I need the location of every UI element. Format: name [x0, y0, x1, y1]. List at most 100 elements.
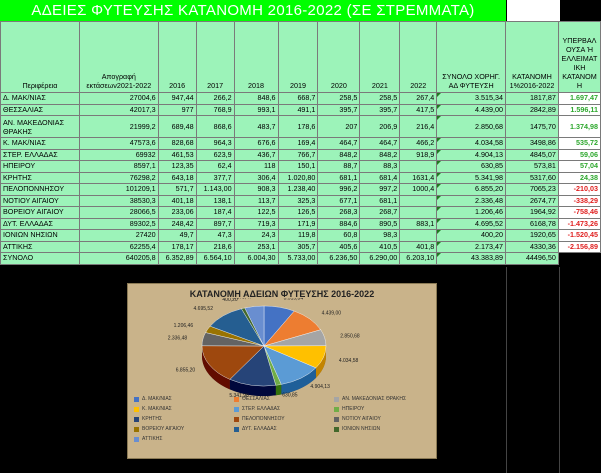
- pie-chart[interactable]: ΚΑΤΑΝΟΜΗ ΑΔΕΙΩΝ ΦΥΤΕΥΣΗΣ 2016-2022 3.515…: [127, 283, 437, 459]
- cell-y2020[interactable]: 395,7: [317, 103, 361, 116]
- cell-census[interactable]: 69932: [78, 148, 159, 161]
- cell-y2018[interactable]: 908,3: [233, 183, 279, 196]
- cell-y2022[interactable]: [399, 194, 438, 207]
- cell-y2017[interactable]: 768,9: [195, 103, 235, 116]
- header-total[interactable]: ΣΥΝΟΛΟ ΧΟΡΗΓ. ΑΔ ΦΥΤΕΥΣΗ: [436, 21, 506, 93]
- cell-total[interactable]: 4.034,58: [436, 137, 506, 150]
- cell-diff[interactable]: [557, 252, 601, 265]
- cell-allocation[interactable]: 2842,89: [505, 103, 559, 116]
- cell-y2020[interactable]: 996,2: [317, 183, 361, 196]
- cell-y2016[interactable]: 401,18: [157, 194, 197, 207]
- cell-y2018[interactable]: 848,6: [233, 92, 279, 105]
- header-2016[interactable]: 2016: [157, 21, 197, 93]
- cell-total[interactable]: 43.383,89: [436, 252, 506, 265]
- cell-y2016[interactable]: 947,44: [157, 92, 197, 105]
- cell-census[interactable]: 42017,3: [78, 103, 159, 116]
- cell-y2022[interactable]: 216,4: [399, 115, 438, 138]
- header-census[interactable]: Απογραφή εκτάσεων2021-2022: [78, 21, 159, 93]
- cell-total[interactable]: 5.341,98: [436, 171, 506, 184]
- cell-diff[interactable]: 59,06: [557, 148, 601, 161]
- cell-diff[interactable]: -2.156,89: [557, 240, 601, 253]
- cell-allocation[interactable]: 3498,86: [505, 137, 559, 150]
- cell-y2019[interactable]: 171,9: [277, 217, 319, 230]
- cell-diff[interactable]: 1.596,11: [557, 103, 601, 116]
- cell-diff[interactable]: 1.697,47: [557, 92, 601, 105]
- cell-y2021[interactable]: 410,5: [359, 240, 401, 253]
- cell-region[interactable]: ΣΥΝΟΛΟ: [0, 252, 80, 265]
- cell-y2018[interactable]: 6.004,30: [233, 252, 279, 265]
- cell-y2019[interactable]: 150,1: [277, 160, 319, 173]
- cell-y2022[interactable]: 1000,4: [399, 183, 438, 196]
- cell-y2016[interactable]: 6.352,89: [157, 252, 197, 265]
- cell-y2018[interactable]: 122,5: [233, 206, 279, 219]
- cell-y2022[interactable]: 401,8: [399, 240, 438, 253]
- cell-census[interactable]: 47573,6: [78, 137, 159, 150]
- legend-item[interactable]: ΙΟΝΙΩΝ ΝΗΣΙΩΝ: [334, 426, 380, 432]
- cell-total[interactable]: 2.850,68: [436, 115, 506, 138]
- cell-region[interactable]: ΚΡΗΤΗΣ: [0, 171, 80, 184]
- cell-y2017[interactable]: 897,7: [195, 217, 235, 230]
- header-region[interactable]: Περιφέρεια: [0, 21, 80, 93]
- cell-y2018[interactable]: 118: [233, 160, 279, 173]
- cell-region[interactable]: Δ. ΜΑΚ/ΝΙΑΣ: [0, 92, 80, 105]
- cell-y2019[interactable]: 1.020,80: [277, 171, 319, 184]
- cell-y2019[interactable]: 178,6: [277, 115, 319, 138]
- cell-region[interactable]: ΘΕΣΣΑΛΙΑΣ: [0, 103, 80, 116]
- cell-diff[interactable]: -210,03: [557, 183, 601, 196]
- cell-y2020[interactable]: 681,1: [317, 171, 361, 184]
- cell-y2020[interactable]: 848,2: [317, 148, 361, 161]
- cell-y2017[interactable]: 138,1: [195, 194, 235, 207]
- cell-census[interactable]: 38530,3: [78, 194, 159, 207]
- cell-y2021[interactable]: 997,2: [359, 183, 401, 196]
- cell-total[interactable]: 2.336,48: [436, 194, 506, 207]
- header-diff[interactable]: ΥΠΕΡΒΑΛ ΟΥΣΑ Ή ΕΛΛΕΙΜΑΤ ΙΚΗ ΚΑΤΑΝΟΜ Η: [557, 21, 601, 93]
- cell-y2017[interactable]: 377,7: [195, 171, 235, 184]
- cell-diff[interactable]: 535,72: [557, 137, 601, 150]
- cell-y2017[interactable]: 1.143,00: [195, 183, 235, 196]
- cell-y2018[interactable]: 24,3: [233, 229, 279, 242]
- cell-y2017[interactable]: 623,9: [195, 148, 235, 161]
- cell-y2021[interactable]: 848,2: [359, 148, 401, 161]
- cell-y2016[interactable]: 571,7: [157, 183, 197, 196]
- cell-allocation[interactable]: 6168,78: [505, 217, 559, 230]
- cell-total[interactable]: 3.515,34: [436, 92, 506, 105]
- pie-slice[interactable]: [201, 345, 265, 380]
- cell-total[interactable]: 4.904,13: [436, 148, 506, 161]
- cell-allocation[interactable]: 4845,07: [505, 148, 559, 161]
- cell-region[interactable]: ΔΥΤ. ΕΛΛΑΔΑΣ: [0, 217, 80, 230]
- cell-total[interactable]: 630,85: [436, 160, 506, 173]
- cell-y2017[interactable]: 62,4: [195, 160, 235, 173]
- cell-y2016[interactable]: 643,18: [157, 171, 197, 184]
- cell-region[interactable]: ΠΕΛΟΠΟΝΝΗΣΟΥ: [0, 183, 80, 196]
- cell-y2020[interactable]: 258,5: [317, 92, 361, 105]
- cell-y2018[interactable]: 253,1: [233, 240, 279, 253]
- cell-region[interactable]: ΝΟΤΙΟΥ ΑΙΓΑΙΟΥ: [0, 194, 80, 207]
- cell-y2017[interactable]: 6.564,10: [195, 252, 235, 265]
- cell-y2017[interactable]: 218,6: [195, 240, 235, 253]
- cell-census[interactable]: 28066,5: [78, 206, 159, 219]
- cell-y2021[interactable]: 395,7: [359, 103, 401, 116]
- cell-y2022[interactable]: [399, 206, 438, 219]
- cell-allocation[interactable]: 44496,50: [505, 252, 559, 265]
- cell-diff[interactable]: -338,29: [557, 194, 601, 207]
- cell-y2016[interactable]: 461,53: [157, 148, 197, 161]
- cell-y2016[interactable]: 689,48: [157, 115, 197, 138]
- legend-item[interactable]: ΗΠΕΙΡΟΥ: [334, 406, 364, 412]
- legend-item[interactable]: ΘΕΣΣΑΛΙΑΣ: [234, 396, 270, 402]
- cell-y2019[interactable]: 169,4: [277, 137, 319, 150]
- cell-y2016[interactable]: 248,42: [157, 217, 197, 230]
- cell-y2022[interactable]: 267,4: [399, 92, 438, 105]
- cell-allocation[interactable]: 573,81: [505, 160, 559, 173]
- cell-y2018[interactable]: 719,3: [233, 217, 279, 230]
- cell-census[interactable]: 640205,8: [78, 252, 159, 265]
- cell-diff[interactable]: 1.374,98: [557, 115, 601, 138]
- cell-y2020[interactable]: 88,7: [317, 160, 361, 173]
- cell-total[interactable]: 6.855,20: [436, 183, 506, 196]
- cell-allocation[interactable]: 2674,77: [505, 194, 559, 207]
- legend-item[interactable]: ΑΝ. ΜΑΚΕΔΟΝΙΑΣ ΘΡΑΚΗΣ: [334, 396, 406, 402]
- cell-y2017[interactable]: 266,2: [195, 92, 235, 105]
- cell-y2019[interactable]: 119,8: [277, 229, 319, 242]
- cell-allocation[interactable]: 5317,60: [505, 171, 559, 184]
- cell-diff[interactable]: -758,46: [557, 206, 601, 219]
- cell-census[interactable]: 101209,1: [78, 183, 159, 196]
